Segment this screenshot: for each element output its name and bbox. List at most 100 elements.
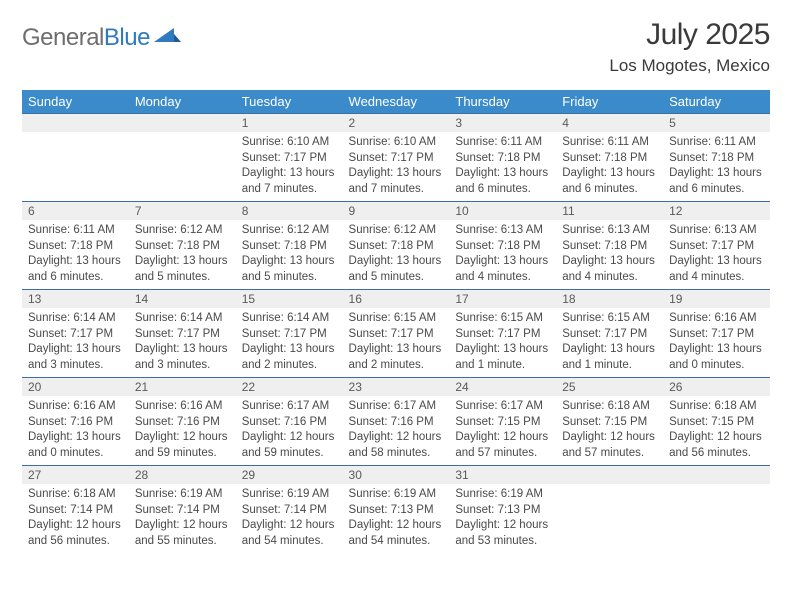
daylight-line: Daylight: 12 hours and 56 minutes. bbox=[28, 518, 123, 549]
sunrise-line: Sunrise: 6:15 AM bbox=[562, 311, 657, 327]
sunset-line: Sunset: 7:18 PM bbox=[135, 239, 230, 255]
day-content-cell bbox=[22, 132, 129, 202]
daylight-line: Daylight: 13 hours and 3 minutes. bbox=[28, 342, 123, 373]
logo-text-gray: General bbox=[22, 24, 104, 52]
day-number-cell bbox=[22, 114, 129, 133]
day-number-cell: 16 bbox=[343, 290, 450, 309]
day-content-cell: Sunrise: 6:19 AMSunset: 7:14 PMDaylight:… bbox=[129, 484, 236, 553]
daylight-line: Daylight: 13 hours and 1 minute. bbox=[562, 342, 657, 373]
day-content-cell: Sunrise: 6:15 AMSunset: 7:17 PMDaylight:… bbox=[449, 308, 556, 378]
day-number-cell: 4 bbox=[556, 114, 663, 133]
day-content-cell bbox=[556, 484, 663, 553]
sunrise-line: Sunrise: 6:19 AM bbox=[242, 487, 337, 503]
day-number-cell: 24 bbox=[449, 378, 556, 397]
sunrise-line: Sunrise: 6:11 AM bbox=[455, 135, 550, 151]
daynum-row: 2728293031 bbox=[22, 466, 770, 485]
sunrise-line: Sunrise: 6:13 AM bbox=[669, 223, 764, 239]
col-friday: Friday bbox=[556, 90, 663, 114]
daylight-line: Daylight: 12 hours and 54 minutes. bbox=[242, 518, 337, 549]
day-content-cell: Sunrise: 6:13 AMSunset: 7:17 PMDaylight:… bbox=[663, 220, 770, 290]
day-content-cell: Sunrise: 6:19 AMSunset: 7:14 PMDaylight:… bbox=[236, 484, 343, 553]
day-number-cell: 25 bbox=[556, 378, 663, 397]
sunset-line: Sunset: 7:15 PM bbox=[562, 415, 657, 431]
sunrise-line: Sunrise: 6:19 AM bbox=[455, 487, 550, 503]
daylight-line: Daylight: 12 hours and 54 minutes. bbox=[349, 518, 444, 549]
day-content-cell: Sunrise: 6:14 AMSunset: 7:17 PMDaylight:… bbox=[129, 308, 236, 378]
daylight-line: Daylight: 12 hours and 55 minutes. bbox=[135, 518, 230, 549]
day-number-cell: 8 bbox=[236, 202, 343, 221]
day-number-cell: 17 bbox=[449, 290, 556, 309]
col-saturday: Saturday bbox=[663, 90, 770, 114]
day-number-cell: 20 bbox=[22, 378, 129, 397]
day-number-cell bbox=[663, 466, 770, 485]
day-content-cell bbox=[663, 484, 770, 553]
sunrise-line: Sunrise: 6:13 AM bbox=[455, 223, 550, 239]
sunset-line: Sunset: 7:15 PM bbox=[669, 415, 764, 431]
day-number-cell: 21 bbox=[129, 378, 236, 397]
sunset-line: Sunset: 7:16 PM bbox=[135, 415, 230, 431]
sunrise-line: Sunrise: 6:18 AM bbox=[562, 399, 657, 415]
daynum-row: 20212223242526 bbox=[22, 378, 770, 397]
day-number-cell: 15 bbox=[236, 290, 343, 309]
sunrise-line: Sunrise: 6:10 AM bbox=[242, 135, 337, 151]
day-number-cell: 29 bbox=[236, 466, 343, 485]
daylight-line: Daylight: 12 hours and 57 minutes. bbox=[562, 430, 657, 461]
day-number-cell: 2 bbox=[343, 114, 450, 133]
sunset-line: Sunset: 7:18 PM bbox=[349, 239, 444, 255]
day-content-cell: Sunrise: 6:15 AMSunset: 7:17 PMDaylight:… bbox=[343, 308, 450, 378]
sunrise-line: Sunrise: 6:12 AM bbox=[135, 223, 230, 239]
day-content-cell: Sunrise: 6:10 AMSunset: 7:17 PMDaylight:… bbox=[236, 132, 343, 202]
logo-mark-icon bbox=[154, 26, 182, 51]
daylight-line: Daylight: 13 hours and 4 minutes. bbox=[455, 254, 550, 285]
day-number-cell: 18 bbox=[556, 290, 663, 309]
daylight-line: Daylight: 12 hours and 59 minutes. bbox=[135, 430, 230, 461]
day-number-cell: 6 bbox=[22, 202, 129, 221]
sunrise-line: Sunrise: 6:11 AM bbox=[562, 135, 657, 151]
sunrise-line: Sunrise: 6:12 AM bbox=[242, 223, 337, 239]
daylight-line: Daylight: 13 hours and 6 minutes. bbox=[669, 166, 764, 197]
sunset-line: Sunset: 7:18 PM bbox=[562, 239, 657, 255]
daylight-line: Daylight: 13 hours and 3 minutes. bbox=[135, 342, 230, 373]
daylight-line: Daylight: 13 hours and 5 minutes. bbox=[242, 254, 337, 285]
col-sunday: Sunday bbox=[22, 90, 129, 114]
calendar-page: GeneralBlue July 2025 Los Mogotes, Mexic… bbox=[0, 0, 792, 563]
day-number-cell: 27 bbox=[22, 466, 129, 485]
col-thursday: Thursday bbox=[449, 90, 556, 114]
sunset-line: Sunset: 7:16 PM bbox=[242, 415, 337, 431]
day-number-cell bbox=[129, 114, 236, 133]
day-content-cell: Sunrise: 6:18 AMSunset: 7:15 PMDaylight:… bbox=[663, 396, 770, 466]
day-content-cell: Sunrise: 6:11 AMSunset: 7:18 PMDaylight:… bbox=[449, 132, 556, 202]
sunrise-line: Sunrise: 6:15 AM bbox=[349, 311, 444, 327]
title-block: July 2025 Los Mogotes, Mexico bbox=[609, 18, 770, 76]
day-content-cell: Sunrise: 6:11 AMSunset: 7:18 PMDaylight:… bbox=[22, 220, 129, 290]
day-content-cell: Sunrise: 6:18 AMSunset: 7:15 PMDaylight:… bbox=[556, 396, 663, 466]
sunrise-line: Sunrise: 6:10 AM bbox=[349, 135, 444, 151]
sunset-line: Sunset: 7:18 PM bbox=[455, 239, 550, 255]
sunset-line: Sunset: 7:13 PM bbox=[455, 503, 550, 519]
day-number-cell: 11 bbox=[556, 202, 663, 221]
day-number-cell: 31 bbox=[449, 466, 556, 485]
daylight-line: Daylight: 13 hours and 0 minutes. bbox=[669, 342, 764, 373]
sunset-line: Sunset: 7:16 PM bbox=[28, 415, 123, 431]
day-content-cell: Sunrise: 6:16 AMSunset: 7:16 PMDaylight:… bbox=[22, 396, 129, 466]
day-number-cell: 30 bbox=[343, 466, 450, 485]
sunrise-line: Sunrise: 6:11 AM bbox=[669, 135, 764, 151]
day-number-cell: 28 bbox=[129, 466, 236, 485]
sunrise-line: Sunrise: 6:16 AM bbox=[669, 311, 764, 327]
sunrise-line: Sunrise: 6:14 AM bbox=[28, 311, 123, 327]
day-content-cell: Sunrise: 6:14 AMSunset: 7:17 PMDaylight:… bbox=[236, 308, 343, 378]
sunset-line: Sunset: 7:14 PM bbox=[28, 503, 123, 519]
day-number-cell: 7 bbox=[129, 202, 236, 221]
daylight-line: Daylight: 13 hours and 2 minutes. bbox=[349, 342, 444, 373]
daylight-line: Daylight: 12 hours and 58 minutes. bbox=[349, 430, 444, 461]
sunset-line: Sunset: 7:16 PM bbox=[349, 415, 444, 431]
sunset-line: Sunset: 7:17 PM bbox=[242, 151, 337, 167]
day-content-cell: Sunrise: 6:12 AMSunset: 7:18 PMDaylight:… bbox=[129, 220, 236, 290]
day-content-cell: Sunrise: 6:16 AMSunset: 7:16 PMDaylight:… bbox=[129, 396, 236, 466]
day-number-cell: 23 bbox=[343, 378, 450, 397]
sunset-line: Sunset: 7:17 PM bbox=[349, 151, 444, 167]
sunrise-line: Sunrise: 6:11 AM bbox=[28, 223, 123, 239]
sunset-line: Sunset: 7:18 PM bbox=[669, 151, 764, 167]
day-number-cell: 10 bbox=[449, 202, 556, 221]
day-content-cell: Sunrise: 6:17 AMSunset: 7:16 PMDaylight:… bbox=[236, 396, 343, 466]
